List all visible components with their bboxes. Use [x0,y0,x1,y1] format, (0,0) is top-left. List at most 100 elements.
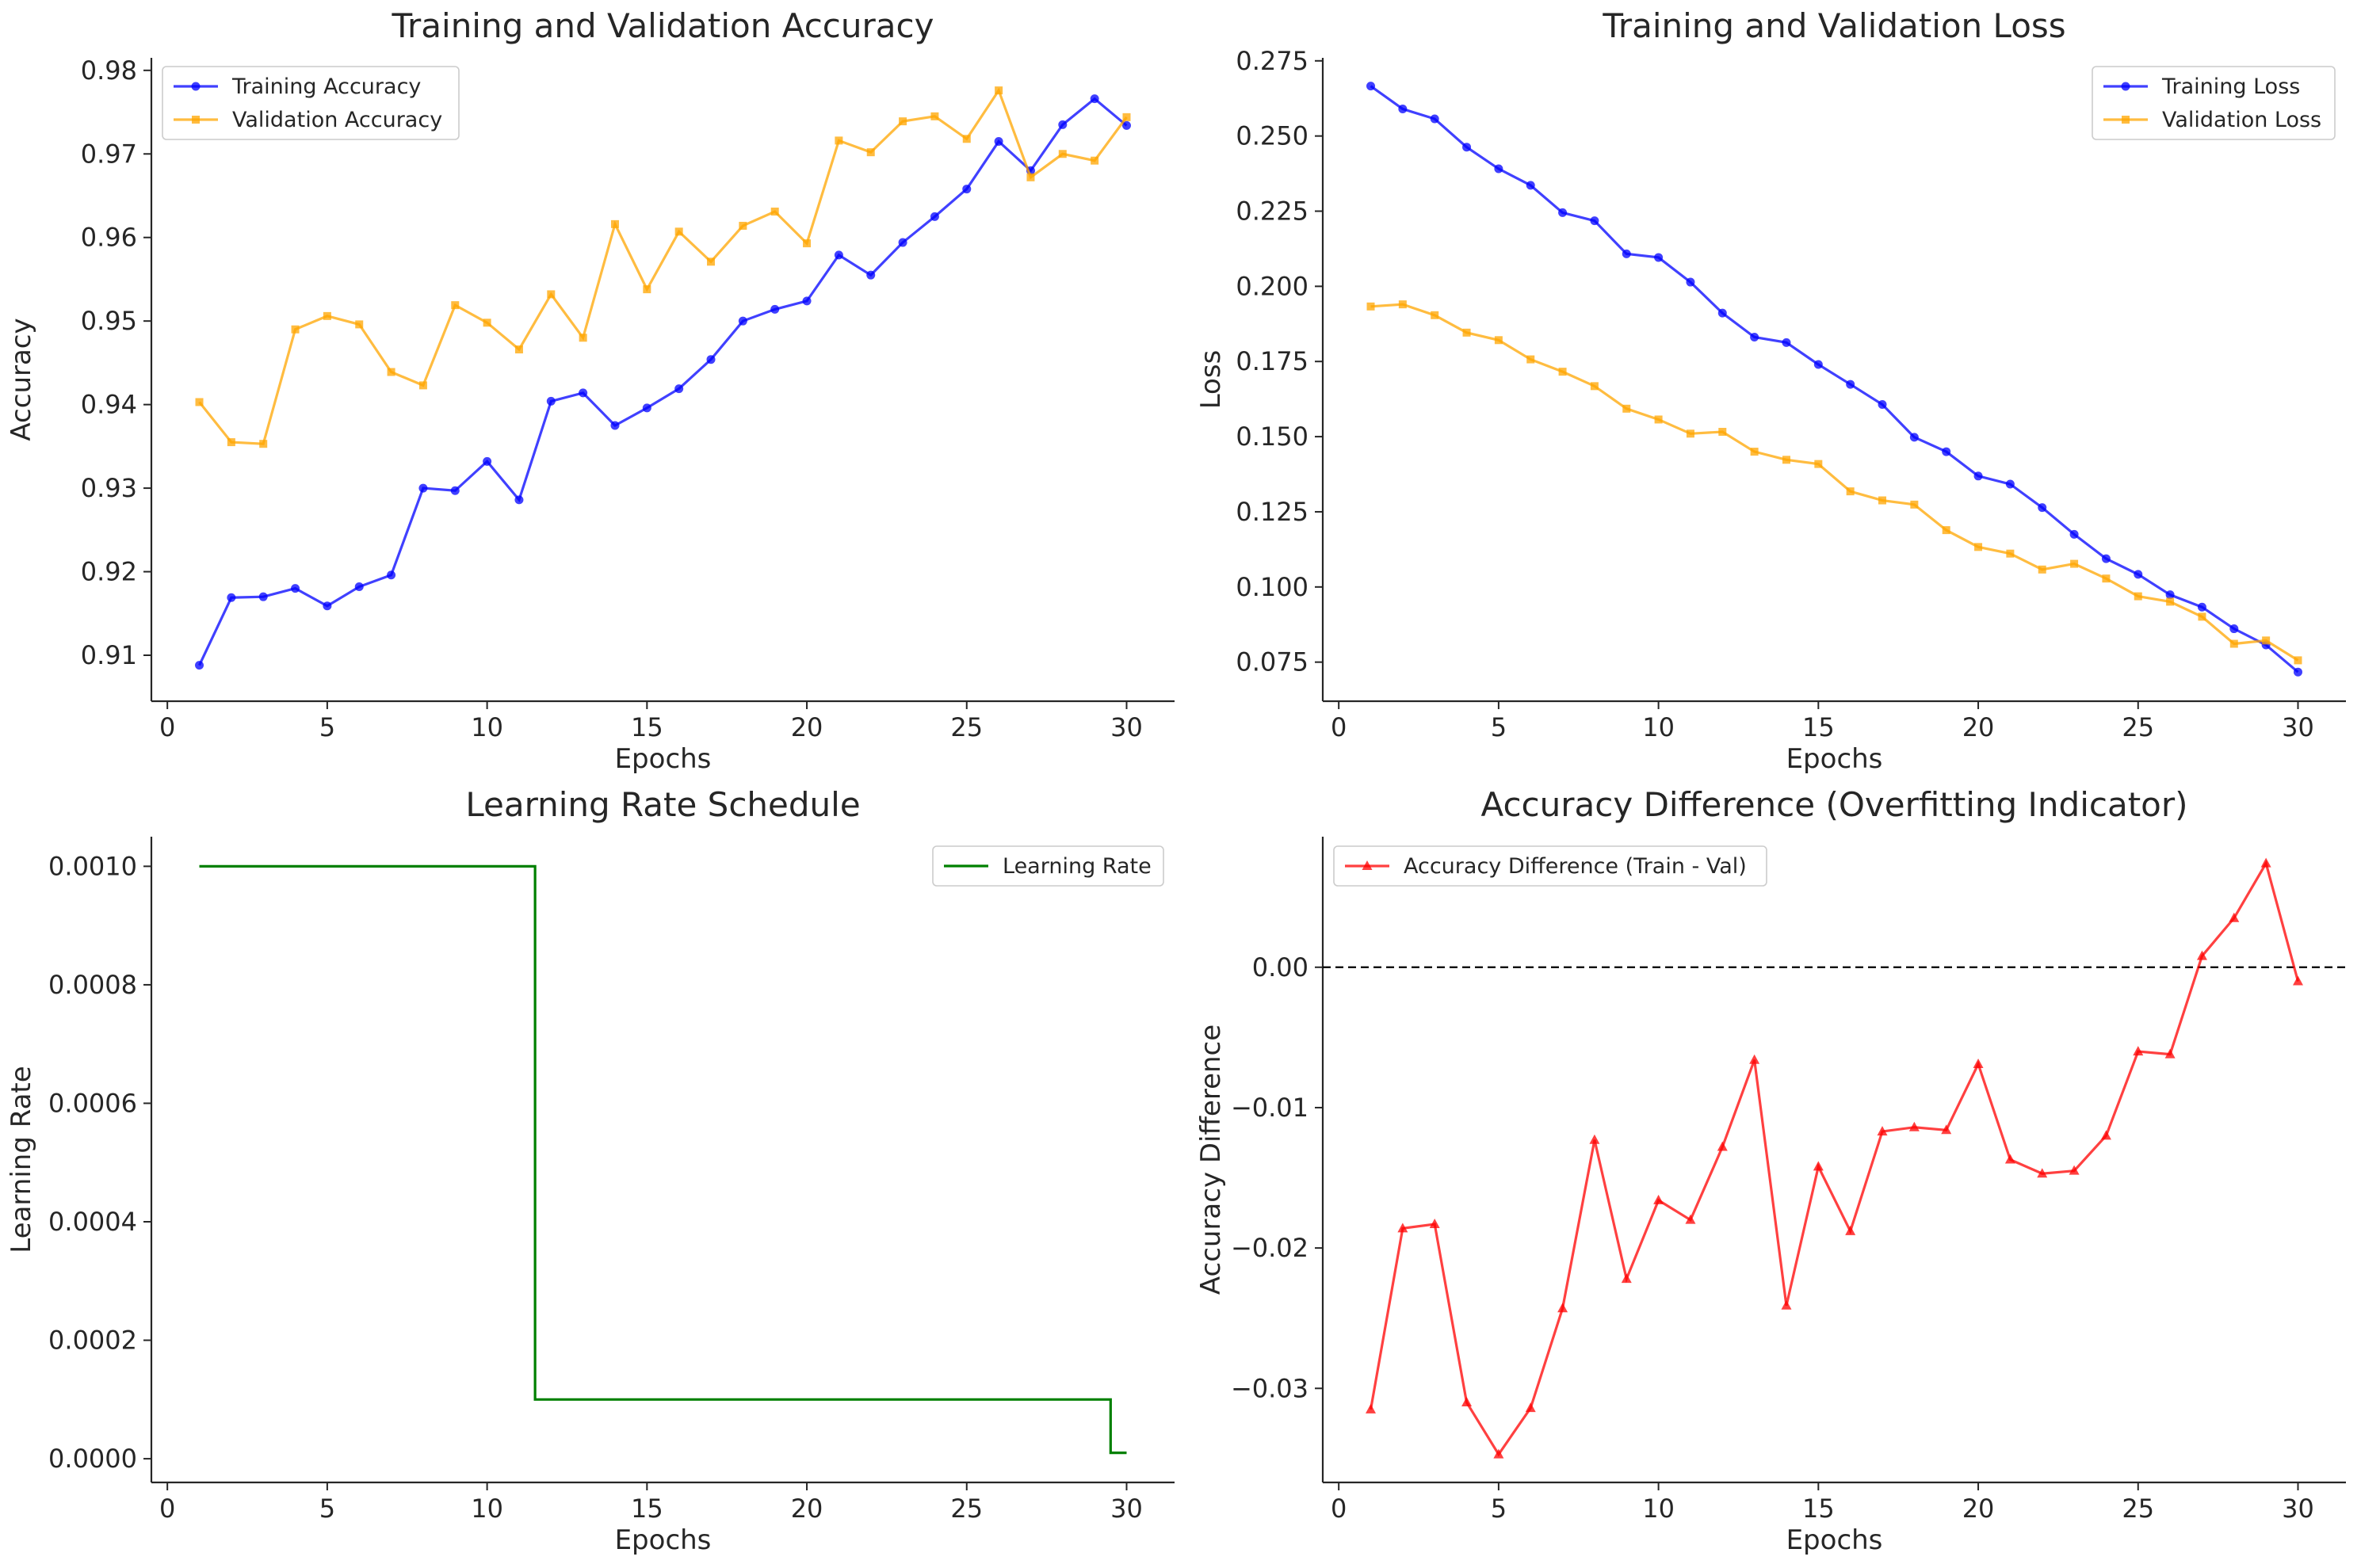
data-point [1942,526,1950,535]
x-axis-label: Epochs [1786,743,1883,775]
chart-4: Accuracy Difference (Overfitting Indicat… [1195,785,2346,1556]
legend-label: Training Accuracy [231,74,421,99]
data-point [802,296,812,306]
data-point [2198,612,2206,621]
data-point [2004,1154,2015,1164]
y-tick-label: 0.0002 [48,1326,137,1356]
data-point [1494,336,1503,345]
data-point [1622,249,1631,258]
x-tick-label: 5 [1491,712,1507,742]
y-tick-label: 0.95 [81,306,137,336]
data-point [2133,1046,2144,1056]
data-point [642,403,651,413]
chart-2: Training and Validation Loss Epochs Loss 0 5… [1195,6,2346,775]
data-point [643,285,651,294]
data-point [995,86,1003,95]
y-tick-label: 0.250 [1236,121,1308,151]
legend-label: Validation Loss [2162,108,2321,132]
legend-marker [191,82,201,91]
data-point [1397,1223,1408,1233]
data-point [354,582,364,592]
legend-marker [192,116,200,124]
data-point [1462,328,1471,337]
x-tick-label: 25 [950,712,983,742]
data-point [514,495,524,505]
data-point [1589,1134,1600,1144]
x-tick-label: 15 [1802,712,1835,742]
y-tick-label: 0.275 [1236,46,1308,76]
x-tick-label: 0 [159,1494,175,1524]
data-point [706,355,716,364]
y-tick-label: 0.0008 [48,970,137,1000]
x-axis-label: Epochs [615,743,712,775]
x-tick-label: 0 [1331,712,1347,742]
data-point [1654,253,1664,262]
data-point [1718,428,1727,437]
legend-box [1333,845,1767,887]
data-point [195,398,204,406]
legend: Learning Rate [932,845,1164,887]
x-tick-label: 10 [471,712,503,742]
data-point [674,384,684,394]
x-tick-label: 25 [2122,712,2154,742]
y-tick-label: 0.225 [1236,196,1308,227]
chart-3: Learning Rate Schedule Epochs Learning Rat… [6,785,1175,1556]
y-tick-label: 0.0000 [48,1444,137,1474]
y-tick-label: 0.92 [81,557,137,587]
data-point [2260,857,2271,868]
data-point [1846,380,1855,389]
data-point [387,570,396,580]
data-point [2165,590,2175,600]
legend-label: Training Loss [2161,74,2300,99]
data-point [323,601,332,611]
data-point [674,227,683,236]
data-point [1750,448,1759,456]
y-tick-label: −0.01 [1231,1093,1308,1123]
x-tick-label: 25 [950,1494,983,1524]
data-point [2069,1165,2080,1175]
data-point [450,486,460,495]
data-point [2038,503,2047,513]
legend-marker [1362,860,1373,870]
y-tick-label: 0.94 [81,390,137,420]
x-tick-label: 20 [791,712,823,742]
data-point [1749,1054,1760,1064]
data-point [483,319,491,327]
data-point [1122,113,1131,121]
data-point [1686,429,1694,438]
x-tick-label: 15 [631,1494,663,1524]
data-point [1622,404,1631,413]
x-axis-label: Epochs [615,1524,712,1556]
data-point [546,396,556,406]
data-point [1910,500,1919,509]
data-point [1814,460,1823,468]
y-axis-label: Learning Rate [6,1066,37,1253]
data-point [770,208,779,216]
data-point [579,388,588,398]
data-point [1462,143,1472,152]
y-tick-label: 0.075 [1236,647,1308,677]
data-point [1941,1124,1952,1135]
data-point [227,593,236,602]
data-point [739,221,747,230]
data-point [355,320,364,329]
data-point [1846,487,1855,496]
data-point [1493,1448,1504,1459]
x-tick-label: 5 [319,712,335,742]
data-point [1974,543,1983,551]
data-point [1813,360,1823,369]
data-point [1717,308,1727,318]
y-axis-label: Loss [1195,350,1227,410]
y-tick-label: 0.97 [81,139,137,169]
data-point [610,219,619,228]
y-tick-label: 0.00 [1252,952,1308,982]
x-tick-label: 20 [1962,1494,1995,1524]
x-tick-label: 25 [2122,1494,2154,1524]
x-tick-label: 5 [1491,1494,1507,1524]
data-point [2037,1168,2048,1178]
series-line [198,87,1128,445]
data-point [835,136,843,145]
data-point [2294,656,2302,665]
data-point [1685,1214,1696,1224]
